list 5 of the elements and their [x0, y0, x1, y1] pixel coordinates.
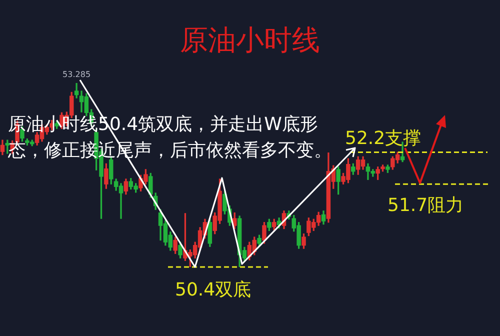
ref-line-label: 50.4双底: [175, 280, 252, 301]
ref-line-label: 51.7阻力: [388, 194, 464, 216]
ref-line-label: 52.2支撑: [345, 128, 422, 149]
annotation: 53.285: [62, 70, 91, 80]
chart-title: 原油小时线: [180, 23, 320, 56]
